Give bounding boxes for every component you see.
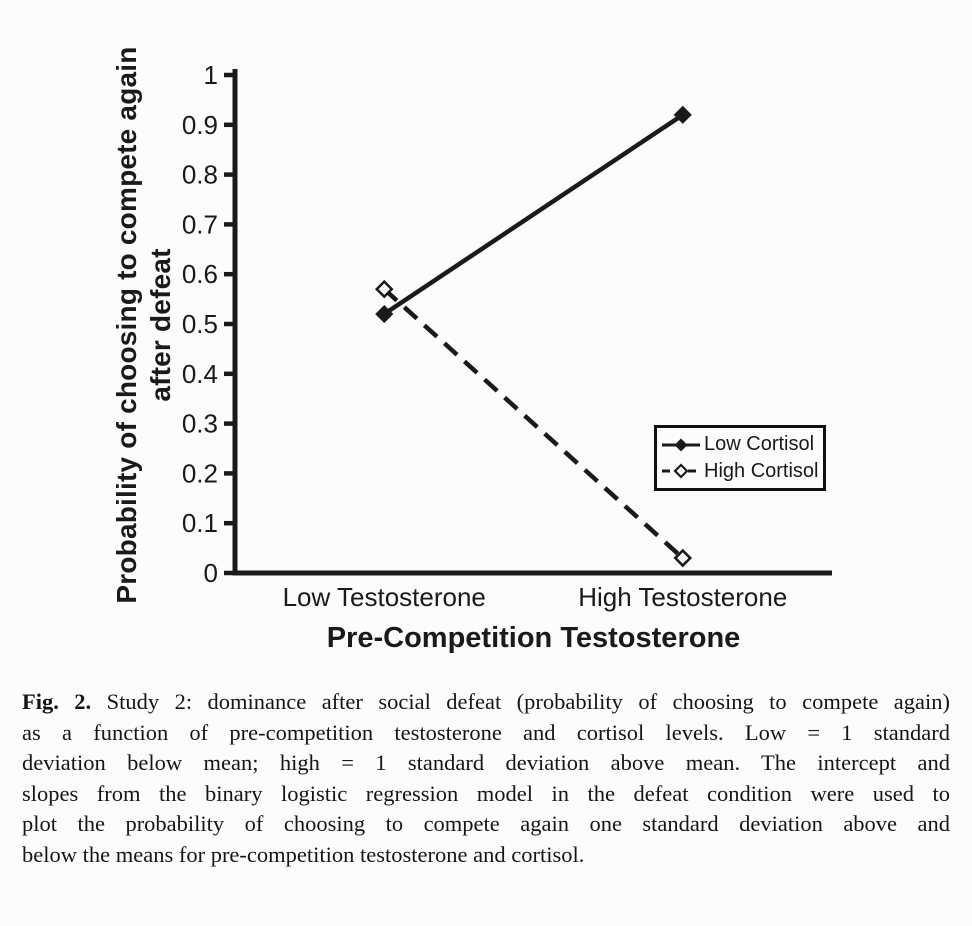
legend: Low Cortisol High Cortisol	[654, 425, 826, 491]
legend-item-high-cortisol: High Cortisol	[661, 460, 819, 483]
caption-text: Study 2: dominance after social defeat (…	[106, 689, 950, 714]
y-tick-label: 0.9	[182, 110, 218, 140]
x-category-label: High Testosterone	[578, 582, 787, 612]
y-tick-label: 0	[204, 558, 218, 588]
series-line-low-cortisol	[383, 112, 684, 316]
solid-line-filled-diamond-icon	[662, 438, 700, 452]
caption-line: below the means for pre-competition test…	[22, 841, 585, 867]
line-chart: 0 0.1 0.2 0.3 0.4 0.5 0.6 0.7 0.8 0.9 1 Low Testost…	[182, 60, 832, 612]
figure-label: Fig. 2.	[22, 689, 92, 714]
y-tick-label: 0.7	[182, 209, 218, 239]
y-tick-label: 0.8	[182, 160, 218, 190]
open-diamond-marker	[374, 279, 394, 299]
legend-label: High Cortisol	[704, 459, 819, 482]
open-diamond-marker	[673, 548, 693, 568]
legend-item-low-cortisol: Low Cortisol	[661, 433, 819, 456]
y-tick-label: 0.1	[182, 508, 218, 538]
caption-line: slopes from the binary logistic regressi…	[22, 780, 950, 806]
y-axis-title-line1: Probability of choosing to compete again	[111, 46, 142, 604]
y-tick-label: 0.2	[182, 458, 218, 488]
x-axis-title: Pre-Competition Testosterone	[326, 622, 741, 654]
filled-diamond-marker	[375, 304, 394, 324]
caption-line: deviation below mean; high = 1 standard …	[22, 750, 950, 775]
legend-label: Low Cortisol	[704, 433, 815, 456]
y-tick-label: 0.3	[182, 409, 218, 439]
caption-line: Fig. 2. Study 2: dominance after social …	[22, 687, 950, 718]
series-line-high-cortisol	[382, 287, 685, 560]
caption-line: plot the probability of choosing to comp…	[22, 811, 950, 836]
dashed-line-open-diamond-icon	[662, 463, 700, 479]
y-axis-title-line2: after defeat	[145, 248, 176, 402]
x-category-label: Low Testosterone	[283, 582, 486, 612]
y-tick-label: 0.6	[182, 259, 218, 289]
y-tick-label: 0.4	[182, 359, 218, 389]
filled-diamond-marker	[673, 105, 692, 124]
caption-line: as a function of pre-competition testost…	[22, 719, 950, 745]
y-tick-label: 0.5	[182, 309, 218, 339]
y-tick-label: 1	[204, 60, 218, 90]
y-axis-title: Probability of choosing to compete again…	[110, 0, 178, 655]
chart-area: 0 0.1 0.2 0.3 0.4 0.5 0.6 0.7 0.8 0.9 1 Low Testost…	[110, 0, 832, 655]
figure-caption: Fig. 2. Study 2: dominance after social …	[22, 687, 950, 870]
